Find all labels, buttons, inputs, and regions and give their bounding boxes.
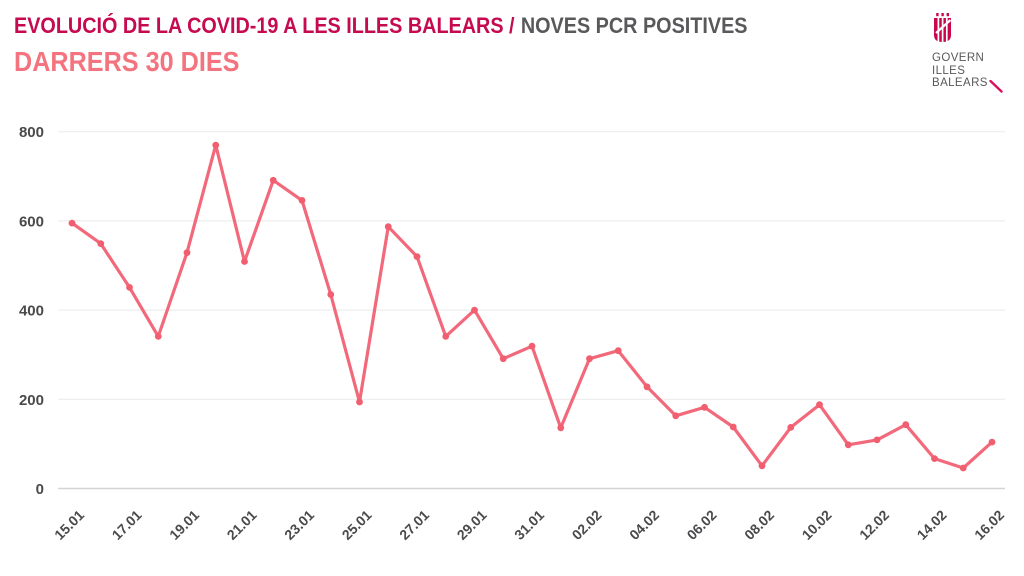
data-point <box>154 333 162 340</box>
x-tick-label: 29.01 <box>454 507 490 543</box>
title-main: EVOLUCIÓ DE LA COVID-19 A LES ILLES BALE… <box>14 13 515 38</box>
page-title: EVOLUCIÓ DE LA COVID-19 A LES ILLES BALE… <box>14 13 748 39</box>
data-point <box>873 436 881 444</box>
x-tick-label: 31.01 <box>511 507 547 543</box>
logo-line-illes: ILLES <box>932 64 966 77</box>
data-point <box>97 240 105 248</box>
y-tick-label: 200 <box>19 392 44 409</box>
data-point <box>787 424 795 431</box>
x-tick-label: 14.02 <box>914 507 950 543</box>
x-tick-label: 06.02 <box>684 507 720 543</box>
data-point <box>988 438 996 446</box>
data-point <box>672 412 680 420</box>
x-tick-label: 19.01 <box>166 507 202 543</box>
data-point <box>442 333 450 340</box>
data-point <box>212 141 220 149</box>
data-point <box>126 284 133 291</box>
data-point <box>269 176 277 184</box>
header: EVOLUCIÓ DE LA COVID-19 A LES ILLES BALE… <box>14 13 829 78</box>
data-point <box>643 383 651 391</box>
x-tick-label: 16.02 <box>971 507 1007 543</box>
y-tick-label: 800 <box>19 124 44 141</box>
x-tick-label: 12.02 <box>856 507 892 543</box>
data-point <box>614 347 622 355</box>
x-tick-label: 25.01 <box>339 507 375 543</box>
x-tick-label: 21.01 <box>224 507 260 543</box>
x-tick-label: 10.02 <box>799 507 835 543</box>
logo-text: GOVERN ILLES BALEARS <box>932 52 1022 93</box>
x-tick-label: 23.01 <box>281 507 317 543</box>
data-point <box>68 219 76 227</box>
y-tick-label: 0 <box>36 481 44 498</box>
x-tick-label: 02.02 <box>569 507 605 543</box>
x-tick-label: 15.01 <box>51 507 87 543</box>
data-point <box>528 342 536 350</box>
data-point <box>758 462 766 470</box>
x-tick-label: 27.01 <box>396 507 432 543</box>
data-point <box>959 464 967 472</box>
y-tick-label: 400 <box>19 303 44 320</box>
data-point <box>413 253 421 260</box>
logo-slash-icon <box>989 80 1003 93</box>
data-point <box>902 421 910 429</box>
y-tick-label: 600 <box>19 213 44 230</box>
title-secondary: NOVES PCR POSITIVES <box>520 13 748 38</box>
data-point <box>384 223 392 231</box>
x-tick-label: 17.01 <box>109 507 145 543</box>
data-point <box>701 403 708 411</box>
data-line <box>70 143 994 470</box>
data-point <box>298 197 306 204</box>
govern-crest-icon <box>934 13 952 42</box>
govern-illes-balears-logo: GOVERN ILLES BALEARS <box>932 13 1022 93</box>
x-tick-label: 08.02 <box>741 507 777 543</box>
data-point <box>499 355 507 363</box>
data-point <box>844 441 852 449</box>
data-point <box>586 355 593 363</box>
data-point <box>816 401 823 409</box>
data-point <box>557 424 565 432</box>
logo-line-balears: BALEARS <box>932 77 988 89</box>
x-tick-label: 04.02 <box>626 507 662 543</box>
data-point <box>729 423 737 431</box>
data-point <box>471 306 478 314</box>
data-point <box>931 455 938 462</box>
data-point <box>183 249 191 256</box>
data-point <box>356 398 363 406</box>
page-subtitle: DARRERS 30 DIES <box>14 46 240 77</box>
data-point <box>327 291 335 298</box>
logo-line-govern: GOVERN <box>932 52 985 64</box>
data-point <box>241 258 248 265</box>
